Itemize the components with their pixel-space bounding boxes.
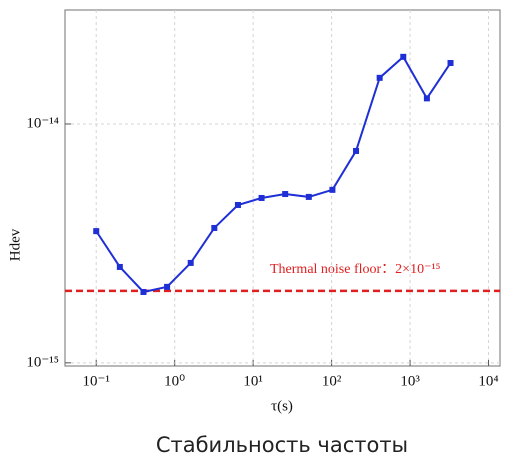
y-tick-label: 10⁻¹⁵	[26, 354, 59, 370]
data-point	[423, 95, 430, 102]
data-point	[93, 228, 100, 235]
threshold-label: Thermal noise floor：2×10⁻¹⁵	[270, 262, 441, 277]
x-tick-label: 10²	[322, 373, 342, 389]
x-axis-label: τ(s)	[271, 398, 293, 414]
data-point	[258, 194, 265, 201]
data-point	[164, 283, 171, 290]
data-point	[116, 263, 123, 270]
x-tick-label: 10⁻¹	[83, 373, 110, 389]
x-tick-label: 10¹	[243, 373, 263, 389]
data-point	[140, 288, 147, 295]
data-point	[305, 193, 312, 200]
data-point	[400, 53, 407, 60]
data-line	[95, 55, 452, 294]
x-tick-label: 10³	[400, 373, 420, 389]
caption: Стабильность частоты	[156, 433, 408, 457]
x-tick-label: 10⁰	[164, 373, 185, 389]
data-point	[329, 186, 336, 193]
x-tick-label: 10⁴	[478, 373, 498, 389]
data-point	[234, 201, 241, 208]
plot-frame	[64, 9, 501, 367]
data-point	[282, 191, 289, 198]
y-axis-label: Hdev	[7, 228, 23, 261]
data-point	[376, 74, 383, 81]
data-point	[187, 259, 194, 266]
data-point	[447, 59, 454, 66]
y-tick-label: 10⁻¹⁴	[26, 115, 59, 131]
data-point	[353, 147, 360, 154]
data-point	[211, 224, 218, 231]
